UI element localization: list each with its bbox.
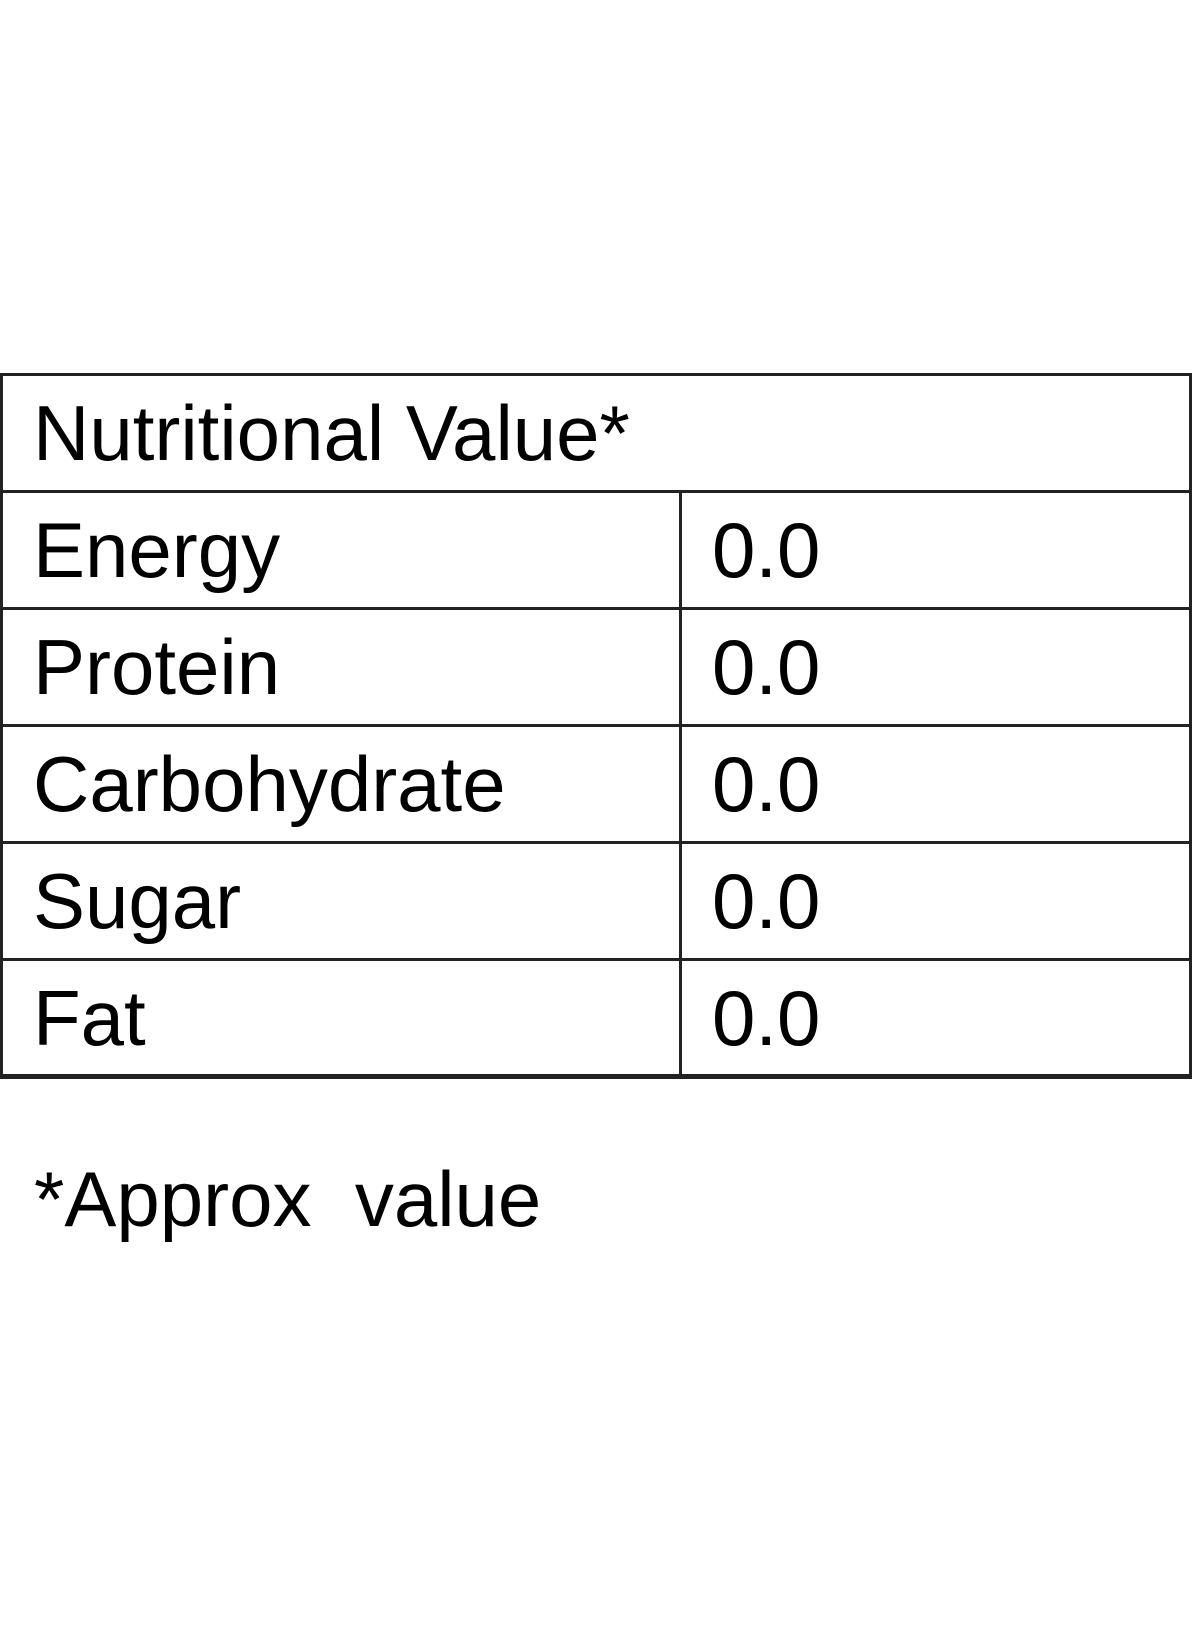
table-row: Sugar 0.0 — [0, 841, 1192, 961]
nutrient-value: 0.0 — [679, 958, 1192, 1079]
nutrient-name: Energy — [0, 490, 682, 610]
nutrient-name: Carbohydrate — [0, 724, 682, 844]
nutrition-table: Nutritional Value* Energy 0.0 Protein 0.0 Ca… — [0, 373, 1192, 1079]
table-title: Nutritional Value* — [0, 373, 1192, 493]
nutrient-name: Protein — [0, 607, 682, 727]
footnote: *Approx value — [34, 1155, 542, 1243]
nutrient-value: 0.0 — [679, 841, 1192, 961]
table-body: Nutritional Value* Energy 0.0 Protein 0.0 Ca… — [0, 373, 1192, 1079]
table-row: Energy 0.0 — [0, 490, 1192, 610]
nutrient-value: 0.0 — [679, 724, 1192, 844]
nutrient-value: 0.0 — [679, 490, 1192, 610]
nutrient-name: Fat — [0, 958, 682, 1079]
table-row: Fat 0.0 — [0, 958, 1192, 1079]
table-row: Carbohydrate 0.0 — [0, 724, 1192, 844]
table-row: Protein 0.0 — [0, 607, 1192, 727]
nutrient-value: 0.0 — [679, 607, 1192, 727]
header-row: Nutritional Value* — [0, 373, 1192, 493]
nutrient-name: Sugar — [0, 841, 682, 961]
